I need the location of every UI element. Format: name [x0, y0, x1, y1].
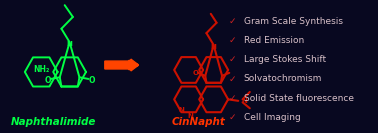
Text: Cell Imaging: Cell Imaging: [243, 113, 300, 122]
Text: Solvatochromism: Solvatochromism: [243, 74, 322, 83]
Text: CinNapht: CinNapht: [171, 117, 225, 127]
Text: O: O: [192, 70, 198, 76]
Text: ✓: ✓: [228, 74, 236, 83]
Text: ✓: ✓: [228, 16, 236, 26]
Text: ✓: ✓: [228, 55, 236, 64]
Text: N: N: [67, 41, 73, 47]
Text: N: N: [241, 98, 247, 104]
Text: NH₂: NH₂: [33, 65, 50, 74]
Text: Gram Scale Synthesis: Gram Scale Synthesis: [243, 16, 342, 26]
Text: Naphthalimide: Naphthalimide: [11, 117, 96, 127]
Text: N: N: [178, 107, 184, 113]
Text: Large Stokes Shift: Large Stokes Shift: [243, 55, 326, 64]
Text: O: O: [44, 76, 51, 85]
FancyArrow shape: [105, 59, 138, 71]
Text: ✓: ✓: [228, 113, 236, 122]
Text: Solid State fluorescence: Solid State fluorescence: [243, 94, 353, 103]
Text: N: N: [187, 113, 193, 119]
Text: O: O: [88, 76, 95, 85]
Text: ✓: ✓: [228, 36, 236, 45]
Text: N: N: [211, 44, 217, 50]
Text: Red Emission: Red Emission: [243, 36, 304, 45]
Text: ✓: ✓: [228, 94, 236, 103]
